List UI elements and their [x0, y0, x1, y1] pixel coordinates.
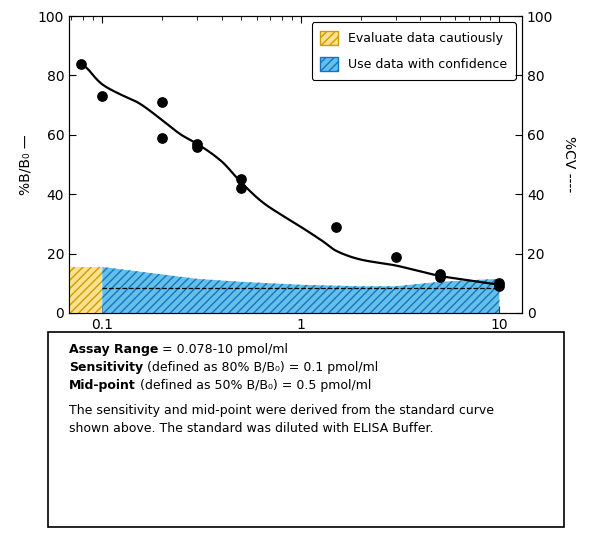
Text: Sensitivity: Sensitivity	[69, 361, 143, 374]
Point	[435, 270, 445, 279]
Point	[494, 282, 504, 291]
Point	[331, 223, 341, 231]
Y-axis label: %B/B₀ —: %B/B₀ —	[18, 134, 32, 195]
Point	[157, 134, 167, 142]
Point	[192, 140, 202, 148]
Point	[435, 273, 445, 281]
Text: Mid-point: Mid-point	[69, 379, 136, 392]
Point	[391, 253, 400, 261]
Point	[494, 279, 504, 288]
Text: (defined as 80% B/B₀) = 0.1 pmol/ml: (defined as 80% B/B₀) = 0.1 pmol/ml	[143, 361, 379, 374]
Point	[76, 59, 86, 68]
Text: = 0.078-10 pmol/ml: = 0.078-10 pmol/ml	[158, 343, 289, 356]
Text: The sensitivity and mid-point were derived from the standard curve
shown above. : The sensitivity and mid-point were deriv…	[69, 404, 494, 435]
Point	[192, 142, 202, 151]
Text: Assay Range: Assay Range	[69, 343, 158, 356]
Text: (defined as 50% B/B₀) = 0.5 pmol/ml: (defined as 50% B/B₀) = 0.5 pmol/ml	[136, 379, 371, 392]
Legend: Evaluate data cautiously, Use data with confidence: Evaluate data cautiously, Use data with …	[311, 22, 516, 80]
Point	[236, 175, 246, 184]
Point	[236, 184, 246, 193]
Point	[157, 98, 167, 106]
Point	[97, 92, 107, 101]
X-axis label: Acetylated Cyclic AMP (pmol/ml): Acetylated Cyclic AMP (pmol/ml)	[157, 339, 434, 354]
Y-axis label: %CV ----: %CV ----	[562, 136, 575, 193]
